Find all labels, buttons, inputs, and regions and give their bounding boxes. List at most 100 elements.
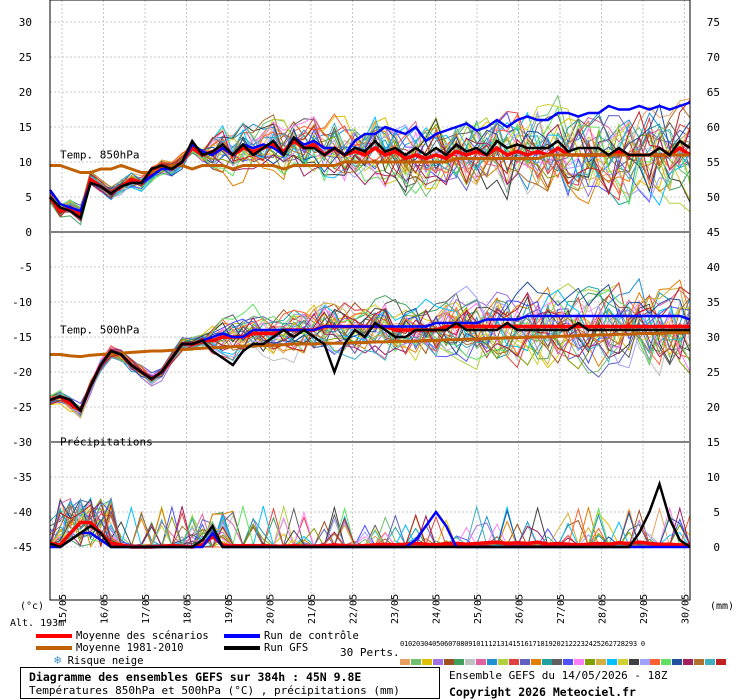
pert-swatch [454,659,465,665]
pert-swatch [421,659,432,665]
legend-perts-label: 30 Perts. [340,646,400,659]
series-line-500 [50,331,690,359]
footer-run-info: Ensemble GEFS du 14/05/2026 - 18Z [449,669,668,682]
right-tick-label: 30 [707,331,720,344]
footer-copyright: Copyright 2026 Meteociel.fr [449,685,636,699]
pert-swatch [617,659,628,665]
pert-swatch [661,659,672,665]
chart-labels: 15/05 16/05 17/05 18/05 19/05 20/05 21/05 22/05… [10,16,734,629]
pert-swatch [410,659,421,665]
right-tick-label: 40 [707,261,720,274]
pert-swatch [400,659,410,665]
legend-perts-numbers: 0102030405060708091011121314151617181920… [400,640,645,648]
date-tick-label: 27/05 [556,594,567,624]
pert-swatch [585,659,596,665]
legend-clim-label: Moyenne 1981-2010 [76,642,184,654]
pert-swatch [541,659,552,665]
pert-swatch [508,659,519,665]
gfs-swatch [224,646,260,650]
date-tick-label: 25/05 [473,594,484,624]
legend-gfs: Run GFS [224,642,308,654]
member-line-500 [50,307,691,416]
member-line-850 [49,113,691,217]
legend-clim: Moyenne 1981-2010 [36,642,183,654]
control-swatch [224,634,260,638]
right-tick-label: 0 [713,541,720,554]
main-series [48,101,691,549]
date-tick-label: 28/05 [598,594,609,624]
left-tick-label: -20 [12,366,32,379]
pert-swatch [563,659,574,665]
legend-perts-numbers-text: 0102030405060708091011121314151617181920… [400,640,645,648]
left-tick-label: 15 [19,121,32,134]
pert-swatch [465,659,476,665]
legend-snow: ❄ Risque neige [54,653,143,667]
pert-swatch [650,659,661,665]
pert-swatch [694,659,705,665]
left-unit-label: (°c) [20,601,44,612]
right-tick-label: 50 [707,191,720,204]
pert-swatch [432,659,443,665]
right-tick-label: 20 [707,401,720,414]
left-tick-label: -15 [12,331,32,344]
left-tick-label: -40 [12,506,32,519]
date-tick-label: 23/05 [390,594,401,624]
left-tick-label: -10 [12,296,32,309]
legend-control-label: Run de contrôle [264,630,359,642]
pert-swatch [487,659,498,665]
left-tick-label: 10 [19,156,32,169]
left-tick-label: -5 [19,261,32,274]
right-tick-label: 25 [707,366,720,379]
legend-mean: Moyenne des scénarios [36,630,209,642]
panel-title: Temp. 500hPa [60,324,139,337]
date-tick-label: 24/05 [432,594,443,624]
altitude-label: Alt. 193m [10,618,64,629]
panel-title: Temp. 850hPa [60,149,139,162]
date-tick-label: 21/05 [307,594,318,624]
date-tick-label: 20/05 [266,594,277,624]
date-tick-label: 26/05 [515,594,526,624]
footer-subtitle: Températures 850hPa et 500hPa (°C) , pré… [29,684,400,697]
legend-snow-label: Risque neige [67,655,144,667]
legend-control: Run de contrôle [224,630,359,642]
pert-swatch [683,659,694,665]
date-tick-label: 19/05 [224,594,235,624]
member-line-500 [50,287,691,409]
member-line-850 [49,111,691,216]
left-tick-label: 0 [25,226,32,239]
left-tick-label: 30 [19,16,32,29]
pert-swatch [476,659,487,665]
mean-swatch [36,634,72,638]
pert-swatch [704,659,715,665]
pert-swatch [596,659,607,665]
pert-swatch [443,659,454,665]
pert-swatch [628,659,639,665]
pert-swatch [498,659,509,665]
right-tick-label: 5 [713,506,720,519]
footer-title-box: Diagramme des ensembles GEFS sur 384h : … [20,667,440,699]
left-tick-label: -25 [12,401,32,414]
pert-swatch [574,659,585,665]
right-tick-label: 55 [707,156,720,169]
right-tick-label: 70 [707,51,720,64]
date-tick-label: 18/05 [183,594,194,624]
legend-gfs-label: Run GFS [264,642,309,654]
series-line-precip [49,479,691,549]
pert-swatch [530,659,541,665]
date-tick-label: 16/05 [100,594,111,624]
panel-title: Précipitations [60,436,153,449]
left-tick-label: 25 [19,51,32,64]
right-tick-label: 60 [707,121,720,134]
left-tick-label: -45 [12,541,32,554]
right-unit-label: (mm) [710,601,734,612]
pert-swatch [672,659,683,665]
footer-title: Diagramme des ensembles GEFS sur 384h : … [29,670,362,684]
right-tick-label: 75 [707,16,720,29]
member-line-500 [49,306,691,413]
chart-axes [49,0,691,601]
member-line-500 [49,291,691,418]
right-tick-label: 15 [707,436,720,449]
date-tick-label: 22/05 [349,594,360,624]
series-line-850 [50,153,690,174]
series-line-850 [49,135,691,221]
